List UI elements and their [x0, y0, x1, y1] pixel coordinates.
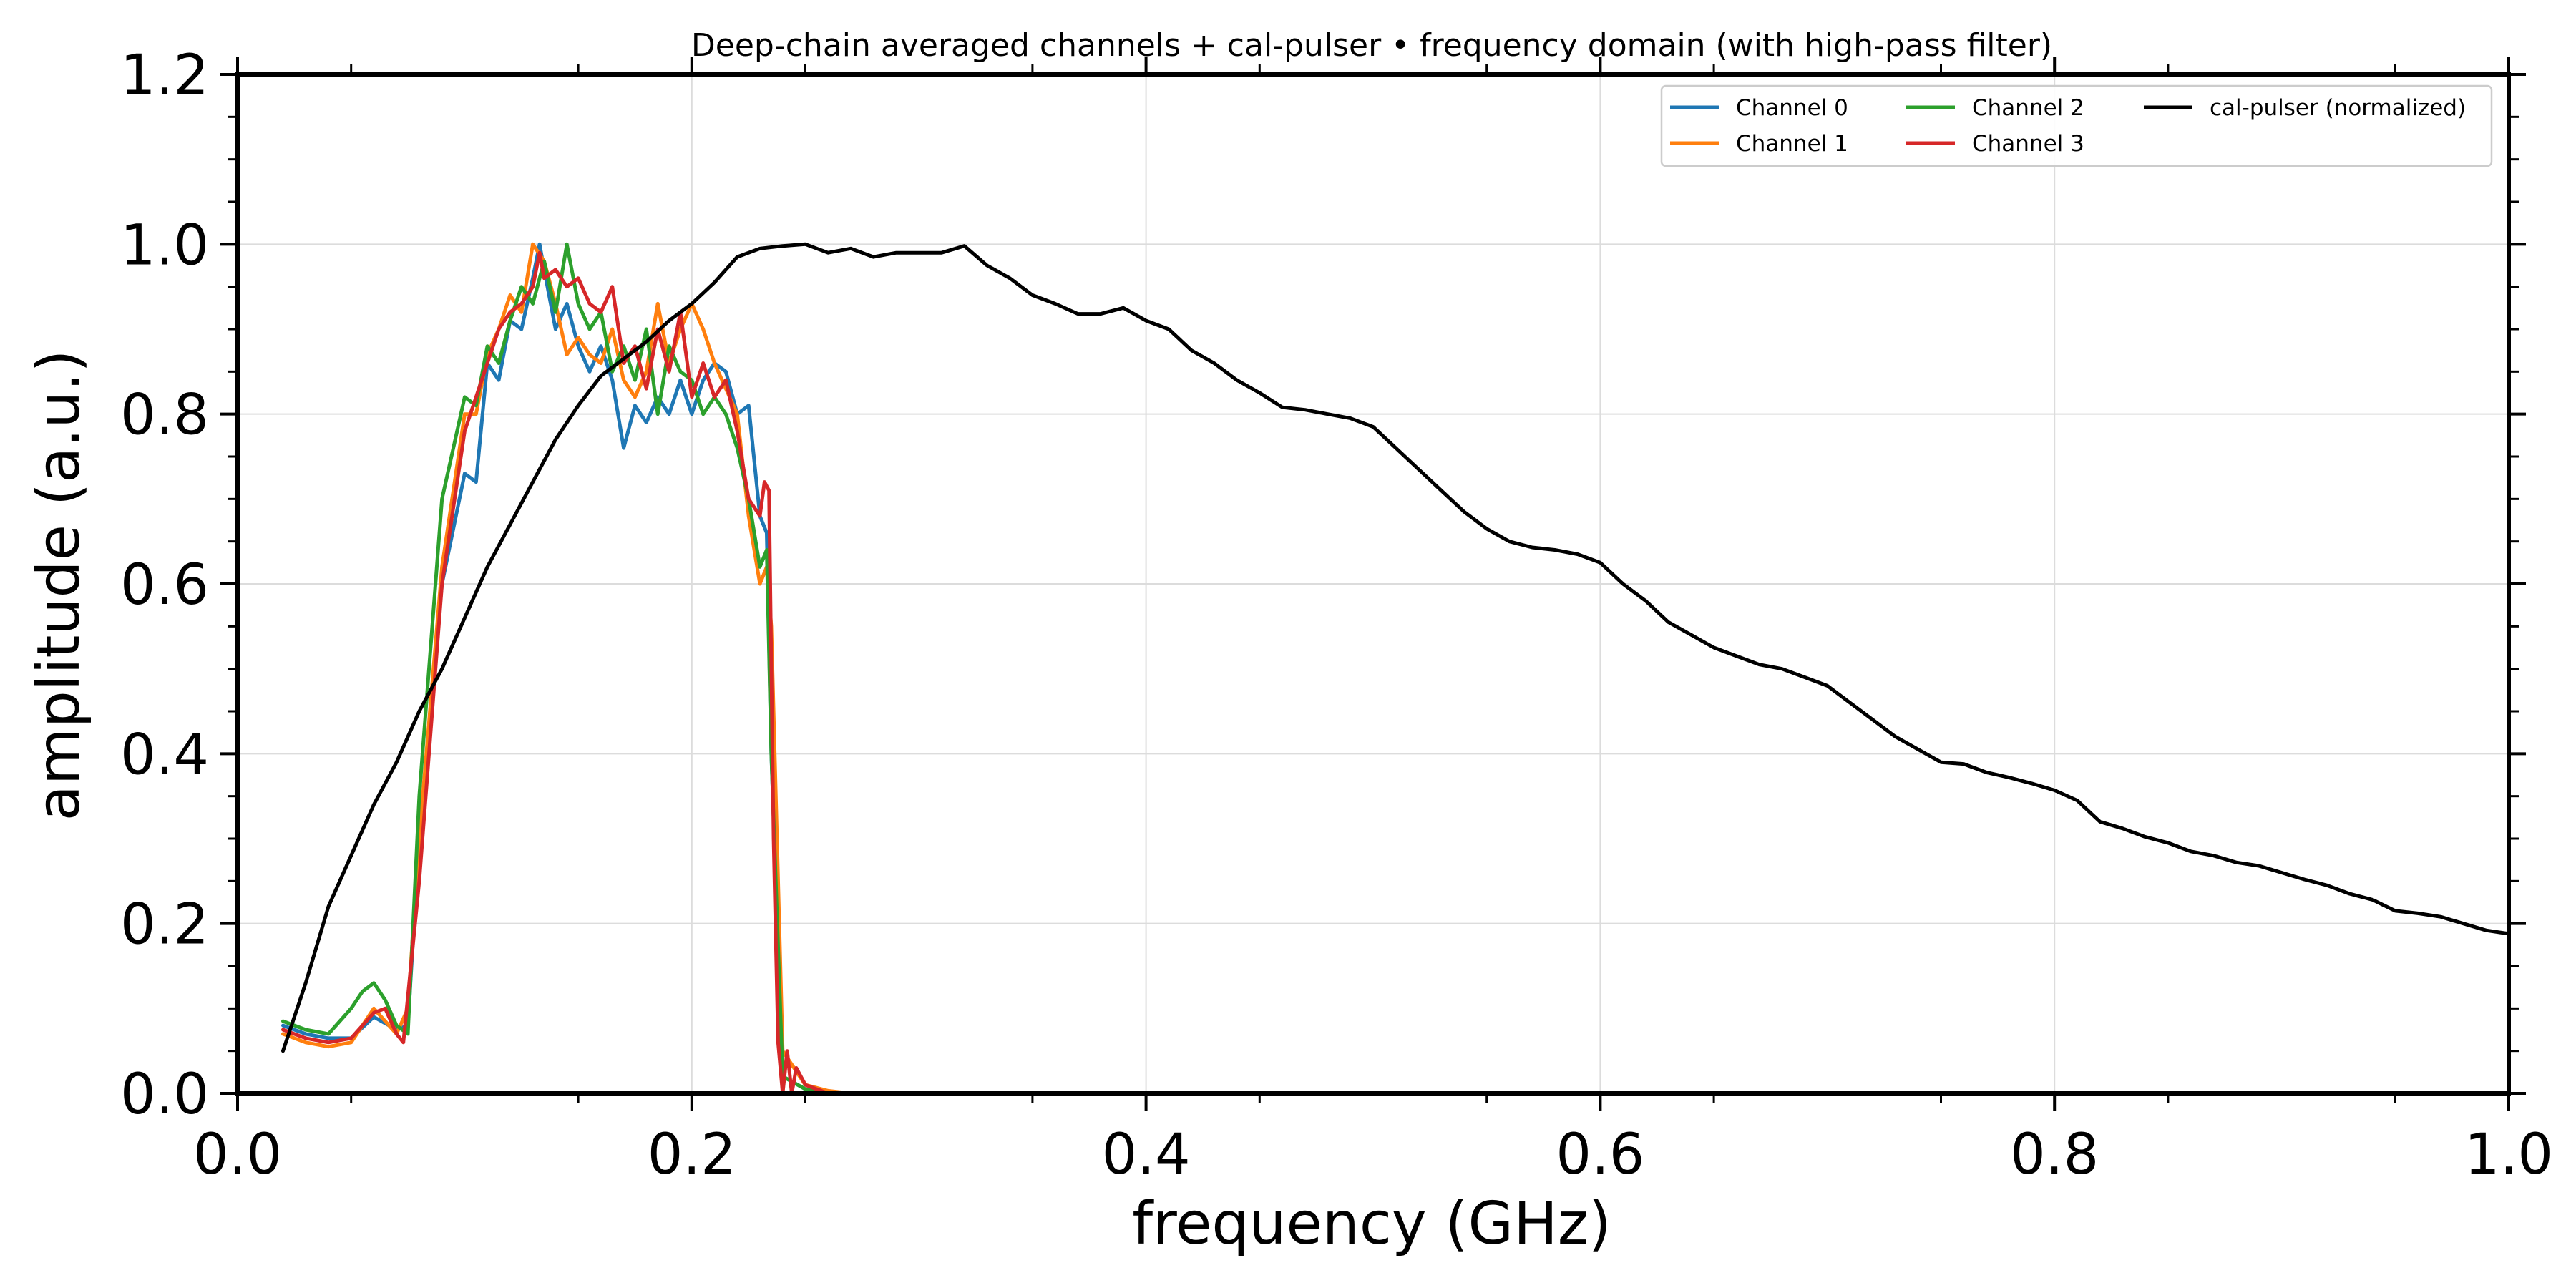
y-tick-label: 0.2	[120, 893, 209, 957]
x-tick-label: 1.0	[2464, 1123, 2553, 1187]
legend-label-1: Channel 1	[1736, 131, 1848, 157]
x-axis-label: frequency (GHz)	[1132, 1190, 1611, 1258]
chart-title: Deep-chain averaged channels + cal-pulse…	[691, 27, 2052, 64]
x-tick-label: 0.8	[2010, 1123, 2099, 1187]
series-line-4	[281, 242, 2511, 1053]
x-tick-label: 0.4	[1102, 1123, 1191, 1187]
legend-label-3: Channel 3	[1972, 131, 2084, 157]
legend: Channel 0 Channel 1 Channel 2 Channel 3 cal-…	[1660, 84, 2493, 167]
legend-box	[1660, 84, 2493, 167]
x-tick-label: 0.0	[193, 1123, 282, 1187]
y-tick-label: 1.2	[120, 44, 209, 108]
y-tick-label: 0.6	[120, 553, 209, 618]
series-line-2	[281, 242, 830, 1096]
series-line-3	[281, 250, 830, 1096]
tick-labels: 0.0 0.2 0.4 0.6 0.8 1.0 0.0 0.2 0.4 0.6 0.8 1.0 1.2	[120, 44, 2553, 1187]
series-layer	[281, 242, 2511, 1096]
ticks	[220, 57, 2526, 1111]
y-tick-label: 0.0	[120, 1063, 209, 1127]
y-tick-label: 0.8	[120, 384, 209, 448]
y-tick-label: 0.4	[120, 723, 209, 787]
legend-label-0: Channel 0	[1736, 95, 1848, 121]
x-tick-label: 0.6	[1556, 1123, 1644, 1187]
legend-label-4: cal-pulser (normalized)	[2210, 95, 2466, 121]
y-axis-label: amplitude (a.u.)	[25, 350, 93, 821]
legend-label-2: Channel 2	[1972, 95, 2084, 121]
x-tick-label: 0.2	[648, 1123, 736, 1187]
y-tick-label: 1.0	[120, 213, 209, 278]
